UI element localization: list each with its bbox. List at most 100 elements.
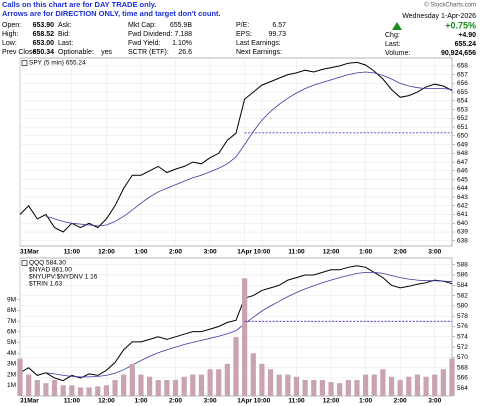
- y2-tick-label: 5M: [7, 339, 16, 346]
- volume-bar: [406, 376, 412, 396]
- volume-bar: [95, 386, 101, 396]
- y-tick-label: 655: [457, 89, 468, 96]
- y-tick-label: 564: [457, 385, 468, 392]
- volume-bar: [60, 385, 66, 396]
- overlay-label: $TRIN 1.63: [29, 281, 63, 288]
- x-tick-label: 31Mar: [20, 398, 39, 405]
- volume-bar: [449, 358, 455, 396]
- y-tick-label: 639: [457, 229, 468, 236]
- legend-label: SPY (5 min) 655.24: [29, 60, 86, 67]
- field-label: Next Earnings:: [236, 49, 282, 56]
- y-tick-label: 644: [457, 185, 468, 192]
- watermark: © StockCharts.com: [424, 2, 476, 9]
- x-tick-label: 1Apr: [237, 398, 252, 405]
- y-tick-label: 588: [457, 261, 468, 268]
- x-tick-label: 31Mar: [20, 249, 39, 256]
- field-value: 26.6: [178, 49, 192, 56]
- moving-average: [45, 71, 453, 227]
- x-tick-label: 2:00: [394, 398, 407, 405]
- volume-bar: [440, 369, 446, 396]
- y2-tick-label: 2M: [7, 371, 16, 378]
- volume-bar: [129, 363, 135, 396]
- x-tick-label: 2:00: [394, 249, 407, 256]
- x-tick-label: 3:00: [428, 398, 441, 405]
- volume-bar: [34, 379, 40, 396]
- x-tick-label: 12:00: [323, 398, 340, 405]
- y-tick-label: 570: [457, 354, 468, 361]
- y-tick-label: 642: [457, 202, 468, 209]
- field-label: EPS:: [236, 31, 252, 38]
- field-label: Prev Close:: [2, 49, 38, 56]
- x-tick-label: 3:00: [204, 249, 217, 256]
- volume-bar: [242, 278, 248, 396]
- overlay-label: $NYAD 861.00: [29, 267, 72, 274]
- y-tick-label: 582: [457, 292, 468, 299]
- x-tick-label: 12:00: [323, 249, 340, 256]
- y-tick-label: 586: [457, 272, 468, 279]
- y-tick-label: 651: [457, 124, 468, 131]
- x-tick-label: 1:00: [134, 249, 147, 256]
- volume-bar: [397, 379, 403, 396]
- note: Arrows are for DIRECTION ONLY, time and …: [2, 9, 221, 18]
- volume-bar: [380, 369, 386, 396]
- field-label: Last:: [385, 41, 400, 48]
- chart-panel: 564 566 568 570 572 574 576 578 580 582 584 586 588 1…: [7, 257, 468, 405]
- field-label: Mkt Cap:: [128, 22, 156, 29]
- moving-average: [45, 272, 453, 378]
- field-value: 653.90: [33, 22, 55, 29]
- y-tick-label: 638: [457, 237, 468, 244]
- y-tick-label: 657: [457, 71, 468, 78]
- volume-bar: [337, 383, 343, 396]
- field-value: 658.52: [33, 31, 55, 38]
- field-label: Open:: [2, 22, 21, 29]
- x-tick-label: 11:00: [64, 249, 81, 256]
- x-tick-label: 2:00: [169, 398, 182, 405]
- field-value: 6.57: [272, 22, 286, 29]
- volume-bar: [432, 374, 438, 396]
- y-tick-label: 640: [457, 220, 468, 227]
- field-label: Bid:: [58, 31, 70, 38]
- volume-bar: [328, 382, 334, 396]
- volume-bar: [190, 374, 196, 396]
- volume-bar: [414, 374, 421, 396]
- volume-bar: [302, 379, 308, 396]
- y-tick-label: 652: [457, 115, 468, 122]
- y-tick-label: 649: [457, 141, 468, 148]
- volume-bar: [224, 363, 230, 396]
- volume-bar: [147, 376, 153, 396]
- x-tick-label: 3:00: [428, 249, 441, 256]
- volume-bar: [86, 387, 92, 396]
- x-tick-label: 11:00: [288, 398, 305, 405]
- volume-bar: [164, 379, 170, 396]
- volume-bar: [267, 369, 274, 396]
- volume-bar: [77, 387, 84, 396]
- volume-bar: [371, 374, 377, 396]
- field-value: 7.188: [174, 31, 192, 38]
- legend-label: QQQ 584.30: [29, 260, 66, 267]
- x-tick-label: 11:00: [288, 249, 305, 256]
- volume-bar: [26, 374, 32, 396]
- field-value: 655.24: [455, 41, 477, 48]
- field-label: Last Earnings:: [236, 40, 281, 47]
- volume-bar: [388, 376, 395, 396]
- y-tick-label: 654: [457, 98, 468, 105]
- y-tick-label: 648: [457, 150, 468, 157]
- note: Calls on this chart are for DAY TRADE on…: [2, 0, 156, 9]
- x-tick-label: 2:00: [169, 249, 182, 256]
- volume-bar: [155, 379, 161, 396]
- x-tick-label: 1:00: [134, 398, 147, 405]
- y-tick-label: 578: [457, 313, 468, 320]
- y-tick-label: 580: [457, 303, 468, 310]
- volume-bar: [172, 379, 179, 396]
- x-tick-label: 10:00: [254, 398, 271, 405]
- volume-bar: [51, 379, 58, 396]
- legend-swatch: [21, 260, 28, 266]
- y2-tick-label: 9M: [7, 296, 16, 303]
- y-tick-label: 574: [457, 334, 468, 341]
- y-tick-label: 658: [457, 63, 468, 70]
- x-tick-label: 12:00: [98, 398, 115, 405]
- x-tick-label: 10:00: [254, 249, 271, 256]
- volume-bar: [311, 379, 317, 396]
- y2-tick-label: 1M: [7, 382, 16, 389]
- field-value: 1.10%: [172, 40, 192, 47]
